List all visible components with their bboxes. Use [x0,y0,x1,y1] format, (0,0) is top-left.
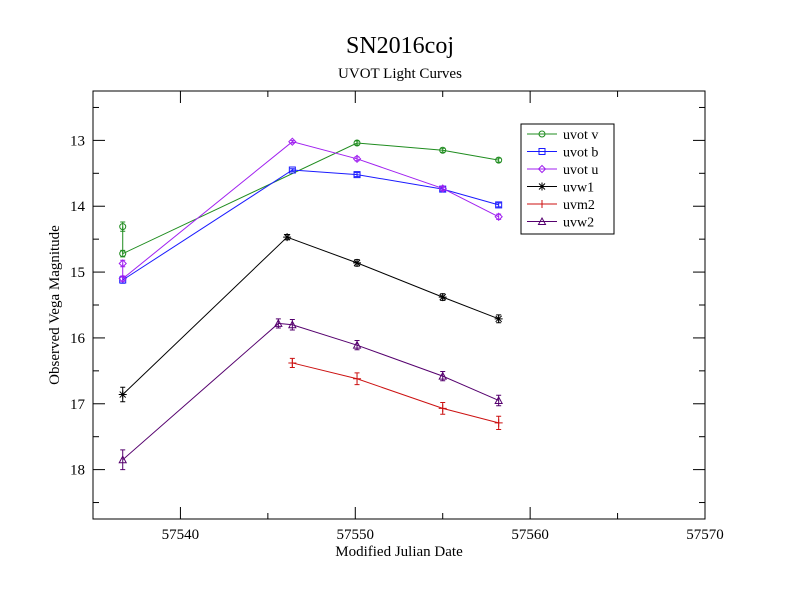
y-tick-label: 14 [70,199,86,215]
series-uvw2 [118,318,504,471]
series-line [122,322,499,461]
legend-marker [538,200,546,208]
error-bar [120,449,126,471]
y-axis-label: Observed Vega Magnitude [47,225,63,385]
data-point [494,212,503,221]
data-point [494,418,503,427]
legend-marker [537,164,547,174]
series-line [122,236,499,395]
legend-label: uvot v [563,128,598,143]
error-bar [354,140,360,146]
legend-marker [538,130,546,138]
error-bar [496,213,502,220]
data-point [118,259,127,268]
data-point [494,314,503,323]
data-point [495,201,503,209]
error-bar [120,275,126,282]
series-line [122,141,499,280]
data-point [288,166,296,174]
data-point [283,233,292,242]
data-point [438,371,448,380]
legend-label: uvw1 [563,181,594,196]
series-uvot-u [118,137,503,283]
data-point [288,320,297,329]
y-tick-label: 13 [70,133,85,149]
y-tick-label: 17 [70,397,86,413]
series-uvot-b [119,166,503,284]
legend-label: uvw2 [563,216,594,231]
series-uvm2 [288,357,503,430]
error-bar [496,202,502,208]
legend: uvot v uvot b uvot u uvw1 uvm2 uvw2 [520,123,615,235]
chart-subtitle: UVOT Light Curves [338,66,462,82]
data-point [438,293,447,302]
series-line [292,362,499,424]
error-bar [440,147,446,153]
data-point [118,455,128,464]
data-point [274,318,283,327]
data-point [288,358,297,367]
data-point [494,395,504,404]
series-layer [118,137,504,471]
data-point [288,137,297,146]
error-bar [289,168,295,172]
series-uvw1 [118,233,503,403]
error-bar [496,157,502,163]
legend-marker [537,216,547,225]
data-point [438,184,447,193]
y-tick-label: 18 [70,463,85,479]
data-point [119,223,127,231]
y-tick-label: 16 [70,331,86,347]
legend-box [520,123,615,235]
legend-label: uvm2 [563,198,595,213]
x-tick-label: 57540 [162,527,200,543]
x-tick-label: 57550 [337,527,375,543]
data-point [439,146,447,154]
legend-marker [538,182,546,191]
data-point [438,404,447,413]
error-bar [354,172,360,178]
x-tick-label: 57560 [511,527,549,543]
x-axis-label: Modified Julian Date [335,544,463,560]
data-point [353,139,361,147]
legend-marker [538,148,546,155]
data-point [119,250,127,258]
data-point [353,258,362,267]
data-point [118,390,127,399]
y-tick-label: 15 [70,265,85,281]
series-line [122,142,499,255]
axis-ticks: 57540 57550 57560 57570 13 14 15 16 17 18 [70,91,724,543]
data-point [353,374,362,383]
data-point [353,171,361,179]
data-point [352,154,362,164]
chart-title: SN2016coj [346,33,454,59]
legend-label: uvot b [563,146,598,161]
data-point [118,274,127,283]
series-uvot-v [119,139,503,258]
data-point [352,340,362,349]
data-point [495,156,503,164]
x-tick-label: 57570 [686,527,724,543]
legend-label: uvot u [563,163,598,178]
